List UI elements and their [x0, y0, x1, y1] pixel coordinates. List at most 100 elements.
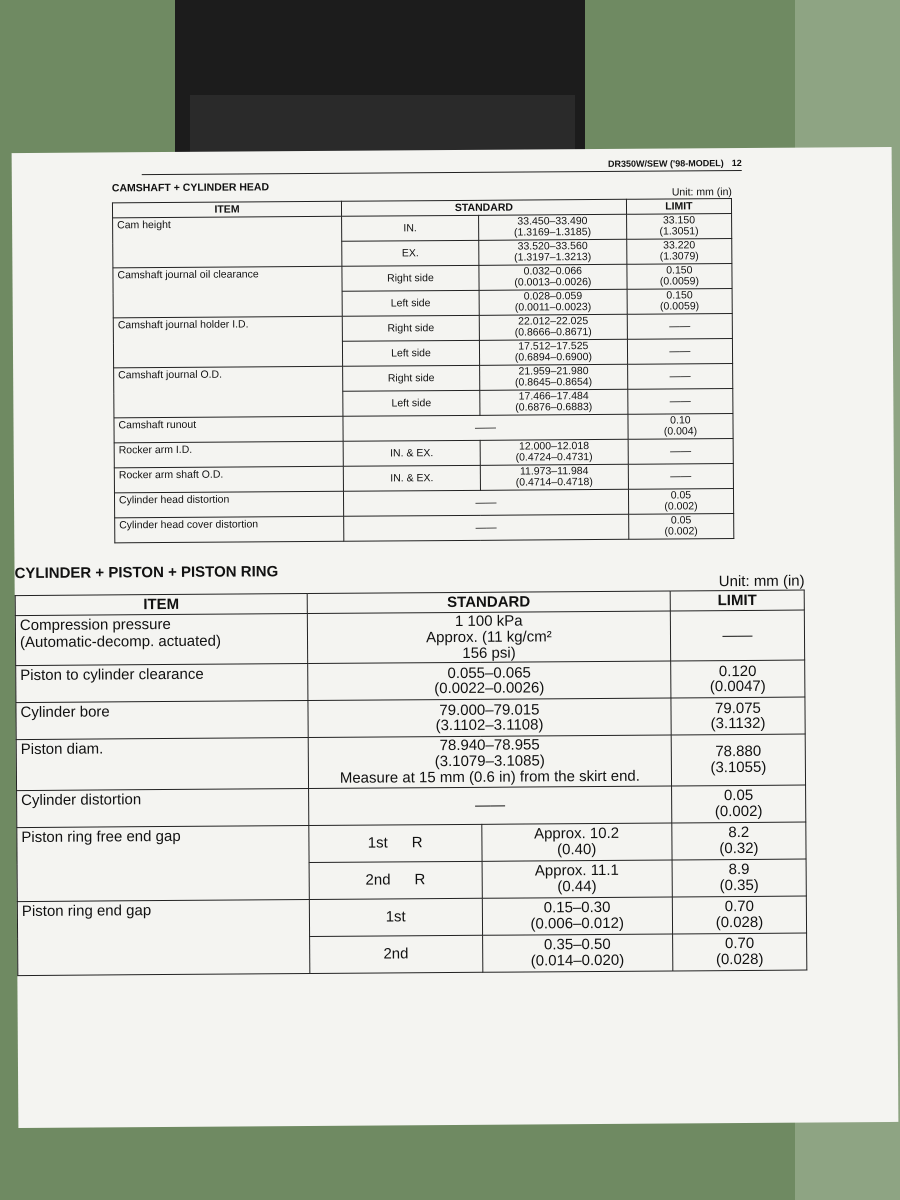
- condition-cell: IN. & EX.: [343, 440, 481, 467]
- page-header: DR350W/SEW ('98-MODEL) 12: [141, 157, 742, 176]
- text-line: (3.1055): [710, 758, 767, 777]
- text-line: (0.0022–0.0026): [434, 679, 545, 698]
- condition: 2nd: [383, 945, 409, 963]
- condition-cell: IN.: [341, 215, 479, 242]
- text-line: Approx. 10.2: [533, 824, 620, 843]
- text-line: (0.028): [715, 913, 764, 931]
- item-cell: Cylinder bore: [15, 700, 309, 740]
- item-cell: Camshaft journal oil clearance: [112, 266, 343, 319]
- spec-row: Cylinder bore 79.000–79.015 (3.1102–3.1108…: [15, 697, 806, 740]
- item-cell: Cylinder head distortion: [114, 491, 344, 519]
- limit-cell: 78.880 (3.1055): [671, 734, 806, 786]
- condition-cell: Left side: [342, 390, 480, 417]
- limit-cell: 0.120 (0.0047): [670, 660, 805, 699]
- text-line: (0.0047): [709, 678, 766, 696]
- text-line: (0.4724–0.4731): [515, 451, 593, 464]
- text-line: Piston ring free end gap: [21, 827, 181, 846]
- standard-cell: ——: [308, 785, 672, 826]
- text-line: 8.9: [728, 860, 750, 878]
- limit-cell: 33.150 (1.3051): [626, 213, 732, 240]
- condition: Right side: [387, 272, 434, 285]
- text-line: 0.35–0.50: [543, 935, 611, 954]
- text-line: Cylinder head cover distortion: [119, 518, 259, 532]
- text-line: 79.075: [714, 699, 761, 717]
- standard-cell: 1 100 kPa Approx. (11 kg/cm² 156 psi): [307, 610, 671, 664]
- column-header: LIMIT: [626, 198, 732, 215]
- limit-cell: 0.05 (0.002): [628, 513, 734, 540]
- text-line: 0.05: [723, 786, 754, 804]
- limit-cell: 0.70 (0.028): [672, 895, 807, 934]
- limit-cell: 33.220 (1.3079): [626, 238, 732, 265]
- text-line: Piston to cylinder clearance: [20, 666, 204, 685]
- text-line: (0.0011–0.0023): [514, 301, 592, 314]
- condition-cell: IN. & EX.: [343, 465, 481, 492]
- text-line: Cylinder distortion: [21, 790, 142, 809]
- condition: Left side: [390, 297, 431, 310]
- text-line: (0.006–0.012): [530, 914, 624, 932]
- standard-cell: 0.028–0.059 (0.0011–0.0023): [478, 289, 628, 316]
- limit-cell: ——: [627, 338, 733, 365]
- text-line: (0.002): [714, 802, 763, 820]
- item-cell: Camshaft journal holder I.D.: [113, 316, 343, 369]
- text-line: Camshaft journal oil clearance: [117, 268, 259, 282]
- standard-cell: 21.959–21.980 (0.8645–0.8654): [479, 364, 628, 391]
- text-line: (0.8645–0.8654): [514, 376, 593, 389]
- text-line: 0.120: [718, 662, 757, 680]
- text-line: (0.002): [664, 500, 698, 513]
- item-cell: Cam height: [112, 216, 342, 268]
- condition: Right side: [387, 372, 435, 385]
- standard-cell: Approx. 11.1 (0.44): [481, 859, 673, 898]
- item-cell: Compression pressure (Automatic-decomp. a…: [15, 613, 308, 666]
- limit-cell: ——: [627, 438, 734, 465]
- section: CAMSHAFT + CYLINDER HEAD Unit: mm (in) ITE…: [112, 178, 735, 544]
- spec-table: ITEM STANDARD LIMIT Cam height IN. 33.450–33.…: [112, 198, 734, 544]
- text-line: (0.6876–0.6883): [515, 401, 593, 414]
- text-line: (Automatic-decomp. actuated): [19, 632, 222, 652]
- text-line: (0.44): [557, 877, 597, 895]
- condition-cell: 1st: [309, 897, 483, 937]
- text-line: (0.8666–0.8671): [514, 326, 592, 339]
- text-line: (1.3051): [659, 225, 699, 238]
- condition: IN.: [403, 222, 417, 235]
- text-line: 0.70: [724, 934, 755, 952]
- text-line: Cam height: [117, 218, 171, 232]
- text-line: ——: [669, 345, 691, 358]
- standard-cell: 0.15–0.30 (0.006–0.012): [481, 896, 673, 935]
- text-line: (0.4714–0.4718): [515, 476, 593, 489]
- text-line: ——: [669, 319, 691, 333]
- section: CYLINDER + PISTON + PISTON RING Unit: mm …: [14, 560, 807, 976]
- text-line: Camshaft journal O.D.: [118, 368, 223, 382]
- text-line: (0.004): [663, 425, 698, 438]
- standard-cell: 17.466–17.484 (0.6876–0.6883): [479, 389, 628, 416]
- text-line: Piston diam.: [20, 740, 104, 759]
- condition-cell: Right side: [341, 265, 479, 292]
- item-cell: Camshaft runout: [113, 416, 344, 444]
- limit-cell: 0.150 (0.0059): [626, 288, 733, 315]
- item-cell: Cylinder head cover distortion: [114, 516, 344, 544]
- item-cell: Piston ring end gap: [17, 899, 310, 976]
- spec-table: ITEM STANDARD LIMIT Compression pressure (Au…: [15, 590, 808, 976]
- limit-cell: 79.075 (3.1132): [670, 697, 806, 736]
- text-line: Compression pressure: [19, 615, 171, 635]
- limit-cell: 8.2 (0.32): [671, 821, 807, 860]
- model: DR350W/SEW ('98-MODEL): [607, 158, 724, 169]
- column-header: STANDARD: [307, 590, 671, 614]
- condition: 1st: [385, 908, 406, 926]
- condition: Left side: [391, 397, 432, 410]
- spec-row: Piston ring end gap 1st 0.15–0.30 (0.006–0.…: [17, 895, 807, 976]
- condition-cell: 2nd: [309, 934, 483, 974]
- text-line: Approx. 11.1: [534, 861, 619, 880]
- text-line: (3.1102–3.1108): [435, 716, 544, 735]
- text-line: (0.40): [557, 840, 597, 858]
- text-line: (1.3079): [659, 250, 699, 263]
- text-line: ——: [475, 496, 497, 509]
- column-header: LIMIT: [670, 590, 805, 611]
- standard-cell: 78.940–78.955 (3.1079–3.1085) Measure at 1…: [308, 735, 672, 789]
- condition: Left side: [391, 347, 431, 360]
- condition-cell: 2nd R: [308, 860, 482, 900]
- text-line: (0.014–0.020): [530, 951, 625, 969]
- item-cell: Rocker arm shaft O.D.: [114, 466, 344, 494]
- text-line: ——: [670, 445, 692, 458]
- limit-cell: ——: [627, 363, 733, 390]
- column-header: ITEM: [112, 201, 342, 218]
